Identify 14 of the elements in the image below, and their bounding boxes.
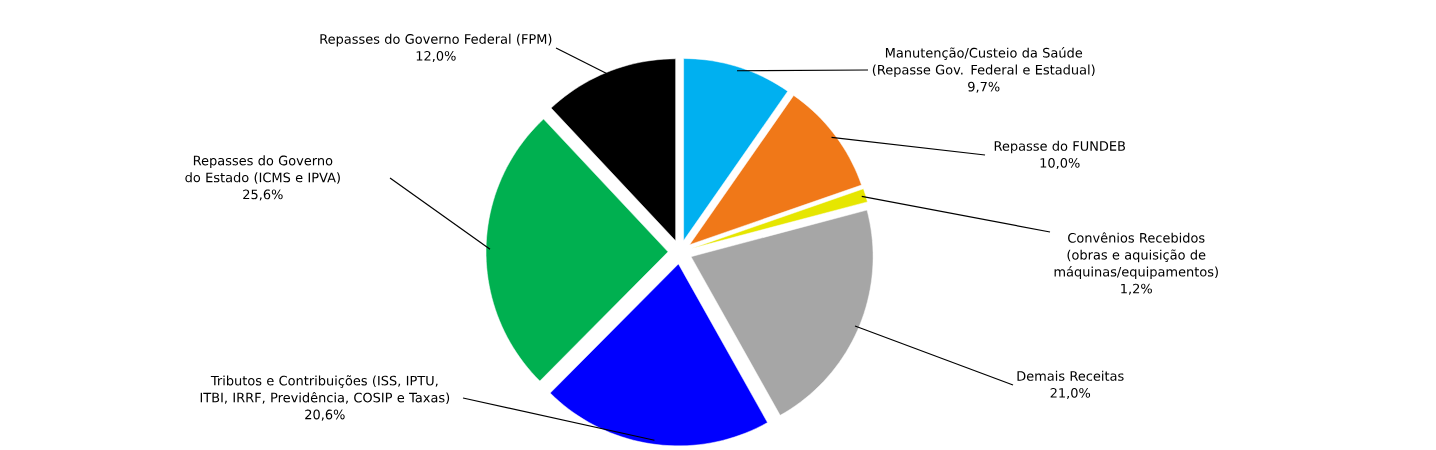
- data-label: 1,2%: [1121, 283, 1152, 295]
- slice-label: Demais Receitas: [1017, 370, 1124, 381]
- slice-label: Tributos e Contribuições (ISS, IPTU, ITBI, IRRF, Previdência, COSIP e Taxas): [200, 375, 450, 404]
- data-label: 21,0%: [1050, 388, 1091, 400]
- data-label: 10,0%: [1040, 158, 1080, 170]
- data-label: 9,7%: [968, 81, 1000, 93]
- slice-label: Manutenção/Custeio da Saúde (Repasse Gov. Federal e Estadual): [872, 47, 1095, 78]
- data-label: 25,6%: [243, 189, 283, 201]
- slice-label: Convênios Recebidos (obras e aquisição de máquinas/equipamentos): [1054, 232, 1218, 280]
- slice-label: Repasses do Governo do Estado (ICMS e IPVA): [185, 155, 340, 184]
- slice-label: Repasses do Governo Federal (FPM): [320, 33, 552, 47]
- slice-label: Repasse do FUNDEB: [994, 140, 1126, 154]
- data-label: 20,6%: [305, 409, 345, 421]
- data-label: 12,0%: [416, 51, 456, 63]
